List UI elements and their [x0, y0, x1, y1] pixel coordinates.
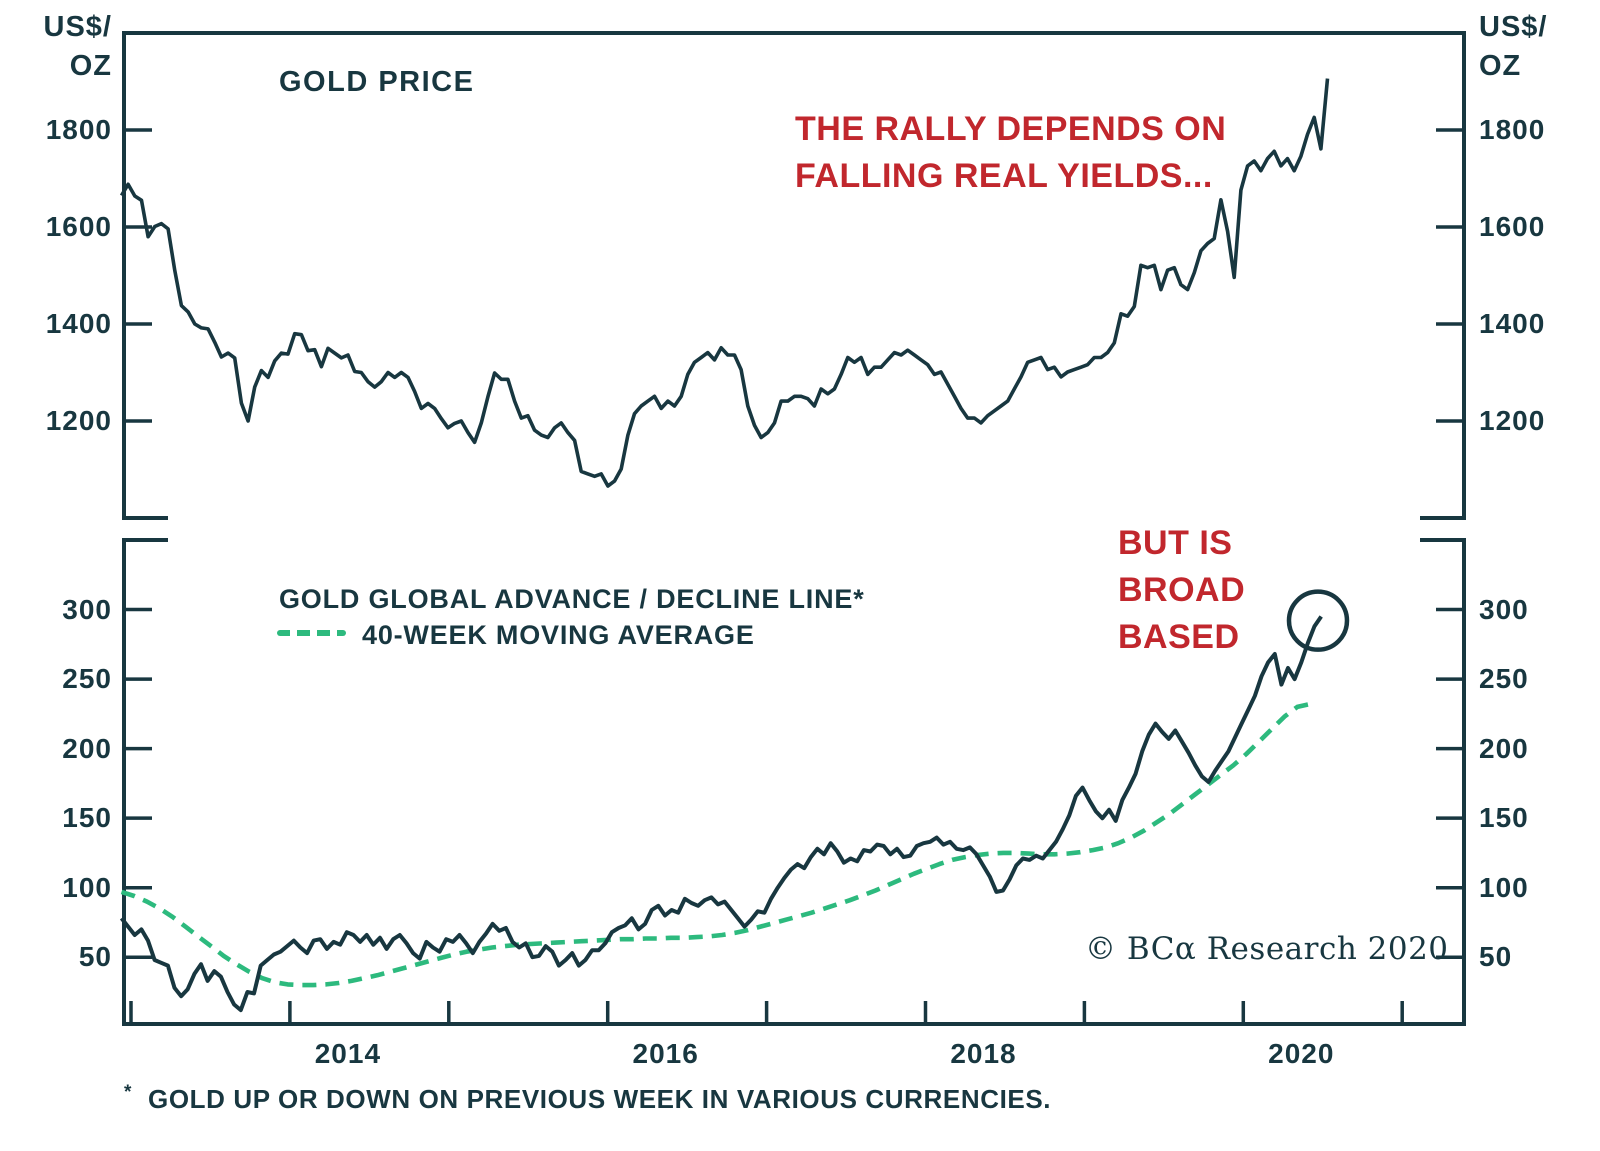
- y-axis-unit-line1: US$/: [1479, 11, 1548, 43]
- rally-annotation-line2: FALLING REAL YIELDS...: [795, 157, 1213, 195]
- y-tick-label: 1400: [45, 308, 112, 339]
- y-tick-label: 1800: [1479, 114, 1546, 145]
- footnote-text: GOLD UP OR DOWN ON PREVIOUS WEEK IN VARI…: [148, 1084, 1052, 1114]
- broad-based-line3: BASED: [1118, 618, 1240, 656]
- y-tick-label: 50: [78, 941, 112, 973]
- y-tick-label: 200: [1479, 732, 1529, 764]
- broad-based-line1: BUT IS: [1118, 524, 1233, 562]
- y-tick-label: 1200: [1479, 405, 1546, 436]
- y-axis-unit-top-left: US$/ OZ: [44, 8, 112, 86]
- x-tick-label: 2020: [1268, 1038, 1335, 1069]
- bottom-panel-frame: [122, 538, 1466, 1026]
- y-tick-label: 150: [1479, 802, 1529, 834]
- footnote-asterisk: *: [124, 1082, 132, 1103]
- broad-based-annotation: BUT IS BROAD BASED: [1118, 520, 1245, 661]
- y-tick-label: 1600: [1479, 211, 1546, 242]
- footnote: * GOLD UP OR DOWN ON PREVIOUS WEEK IN VAR…: [124, 1082, 1051, 1115]
- y-tick-label: 250: [1479, 663, 1529, 695]
- y-tick-label: 150: [62, 802, 112, 834]
- y-tick-label: 1600: [45, 211, 112, 242]
- y-tick-label: 250: [62, 663, 112, 695]
- y-axis-unit-line1: US$/: [43, 11, 112, 43]
- axis-ticks: [124, 128, 1464, 1024]
- y-axis-unit-line2: OZ: [69, 50, 112, 82]
- legend-ma-dash-swatch: [277, 630, 346, 636]
- y-tick-label: 50: [1479, 941, 1513, 973]
- x-tick-label: 2016: [632, 1038, 699, 1069]
- rally-annotation-line1: THE RALLY DEPENDS ON: [795, 110, 1227, 148]
- y-axis-unit-line2: OZ: [1479, 50, 1522, 82]
- rally-annotation: THE RALLY DEPENDS ON FALLING REAL YIELDS…: [795, 106, 1226, 200]
- y-tick-label: 300: [62, 593, 112, 625]
- y-tick-label: 100: [1479, 871, 1529, 903]
- gold-price-line: [119, 78, 1330, 488]
- y-tick-label: 1800: [45, 114, 112, 145]
- x-tick-label: 2014: [314, 1038, 382, 1069]
- y-tick-label: 1200: [45, 405, 112, 436]
- y-tick-label: 100: [62, 871, 112, 903]
- y-tick-label: 200: [62, 732, 112, 764]
- advance-decline-line: [119, 615, 1323, 1013]
- top-panel-frame: [122, 31, 1466, 520]
- y-axis-unit-top-right: US$/ OZ: [1479, 8, 1547, 86]
- latest-point-circle-annotation: [1286, 589, 1350, 652]
- copyright-notice: © BCα Research 2020: [1085, 931, 1449, 967]
- y-tick-label: 300: [1479, 593, 1529, 625]
- gold-price-title: GOLD PRICE: [279, 66, 475, 98]
- legend-moving-average: 40-WEEK MOVING AVERAGE: [362, 620, 755, 650]
- broad-based-line2: BROAD: [1118, 571, 1246, 609]
- y-tick-label: 1400: [1479, 308, 1546, 339]
- legend-adv-decline: GOLD GLOBAL ADVANCE / DECLINE LINE*: [279, 584, 865, 614]
- x-tick-label: 2018: [950, 1038, 1017, 1069]
- moving-average-line: [120, 701, 1311, 988]
